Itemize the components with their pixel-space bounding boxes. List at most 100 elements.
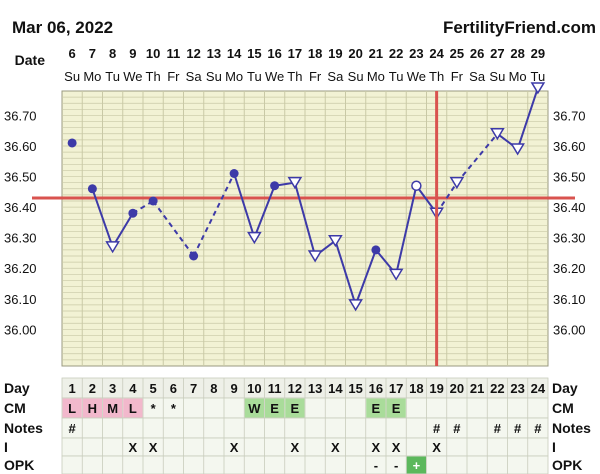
weekday-label: Su <box>489 69 505 84</box>
weekday-label: Tu <box>531 69 546 84</box>
cycle-day-label: 2 <box>89 381 96 396</box>
cm-value: E <box>372 401 381 416</box>
row-label-cm-left: CM <box>4 400 26 416</box>
weekday-label: Th <box>429 69 444 84</box>
weekday-label: Fr <box>167 69 180 84</box>
temperature-point <box>128 208 138 218</box>
notes-value: # <box>494 421 502 436</box>
temperature-point <box>148 196 158 206</box>
cycle-day-label: 9 <box>231 381 238 396</box>
notes-value: # <box>514 421 522 436</box>
cm-cell-fill <box>123 398 143 418</box>
cycle-day-label: 19 <box>429 381 443 396</box>
y-tick-label-right: 36.70 <box>553 108 586 123</box>
cycle-day-label: 8 <box>210 381 217 396</box>
notes-value: # <box>534 421 542 436</box>
weekday-label: Tu <box>247 69 262 84</box>
date-label: 13 <box>207 46 221 61</box>
date-label: 11 <box>167 46 181 61</box>
temperature-point-triangle <box>530 82 546 95</box>
date-label: 19 <box>328 46 342 61</box>
temperature-line-segment <box>91 188 114 248</box>
y-tick-label-left: 36.70 <box>4 108 37 123</box>
notes-value: # <box>69 421 77 436</box>
row-label-opk-right: OPK <box>552 457 582 473</box>
row-label-notes-right: Notes <box>552 420 591 436</box>
date-label: 16 <box>267 46 281 61</box>
temperature-line-segment <box>516 87 539 150</box>
cycle-day-label: 22 <box>490 381 504 396</box>
temperature-point <box>371 245 381 255</box>
i-value: X <box>432 440 441 455</box>
cycle-day-label: 21 <box>470 381 484 396</box>
temperature-dashed-segment <box>152 200 195 257</box>
cm-cell-fill <box>366 398 386 418</box>
temperature-point <box>67 138 77 148</box>
cm-value: E <box>392 401 401 416</box>
temperature-point-triangle <box>307 250 323 263</box>
cm-value: * <box>151 401 157 416</box>
cycle-day-label: 16 <box>369 381 383 396</box>
temperature-line-segment <box>395 185 418 275</box>
notes-value: # <box>453 421 461 436</box>
weekday-label: We <box>123 69 142 84</box>
cycle-day-label: 5 <box>150 381 157 396</box>
weekday-label: Sa <box>469 69 486 84</box>
cm-value: W <box>248 401 261 416</box>
cycle-day-label: 1 <box>69 381 76 396</box>
cm-value: H <box>88 401 97 416</box>
cycle-day-label: 4 <box>129 381 137 396</box>
date-label: 29 <box>531 46 545 61</box>
y-tick-label-right: 36.60 <box>553 139 586 154</box>
weekday-label: Th <box>287 69 302 84</box>
temperature-line-segment <box>354 249 377 306</box>
cycle-day-label: 23 <box>510 381 524 396</box>
weekday-label: Su <box>64 69 80 84</box>
weekday-label: Su <box>348 69 364 84</box>
cycle-day-label: 6 <box>170 381 177 396</box>
i-value: X <box>149 440 158 455</box>
row-label-i-right: I <box>552 439 556 455</box>
weekday-label: Tu <box>105 69 120 84</box>
cm-value: * <box>171 401 177 416</box>
row-label-i-left: I <box>4 439 8 455</box>
temperature-point-triangle <box>328 234 343 248</box>
date-label: 23 <box>409 46 423 61</box>
date-label: 18 <box>308 46 322 61</box>
temperature-point <box>270 181 280 191</box>
y-tick-label-left: 36.00 <box>4 322 37 337</box>
cm-cell-fill <box>82 398 102 418</box>
opk-value: - <box>394 458 398 473</box>
cycle-day-label: 24 <box>531 381 546 396</box>
cycle-day-label: 20 <box>450 381 464 396</box>
temperature-line-segment <box>253 185 276 239</box>
date-label: 26 <box>470 46 484 61</box>
y-tick-label-left: 36.50 <box>4 170 37 185</box>
y-tick-label-right: 36.50 <box>553 170 586 185</box>
weekday-label: Mo <box>509 69 527 84</box>
date-label: 6 <box>69 46 76 61</box>
i-value: X <box>372 440 381 455</box>
i-value: X <box>331 440 340 455</box>
temperature-point-triangle <box>510 143 525 156</box>
temperature-line-segment <box>334 240 357 306</box>
weekday-label: Su <box>206 69 222 84</box>
date-label: 10 <box>146 46 160 61</box>
temperature-dashed-segment <box>192 173 236 257</box>
notes-value: # <box>433 421 441 436</box>
cycle-day-label: 15 <box>348 381 362 396</box>
y-tick-label-right: 36.10 <box>553 292 586 307</box>
cm-value: E <box>270 401 279 416</box>
i-value: X <box>291 440 300 455</box>
date-label: 21 <box>369 46 383 61</box>
cm-cell-fill <box>386 398 406 418</box>
date-label: 20 <box>348 46 362 61</box>
weekday-label: Th <box>146 69 161 84</box>
cm-cell-fill <box>244 398 264 418</box>
temperature-point-triangle <box>105 241 120 254</box>
cycle-day-label: 13 <box>308 381 322 396</box>
date-label: 24 <box>429 46 444 61</box>
cycle-day-label: 3 <box>109 381 116 396</box>
row-label-day-right: Day <box>552 380 578 396</box>
